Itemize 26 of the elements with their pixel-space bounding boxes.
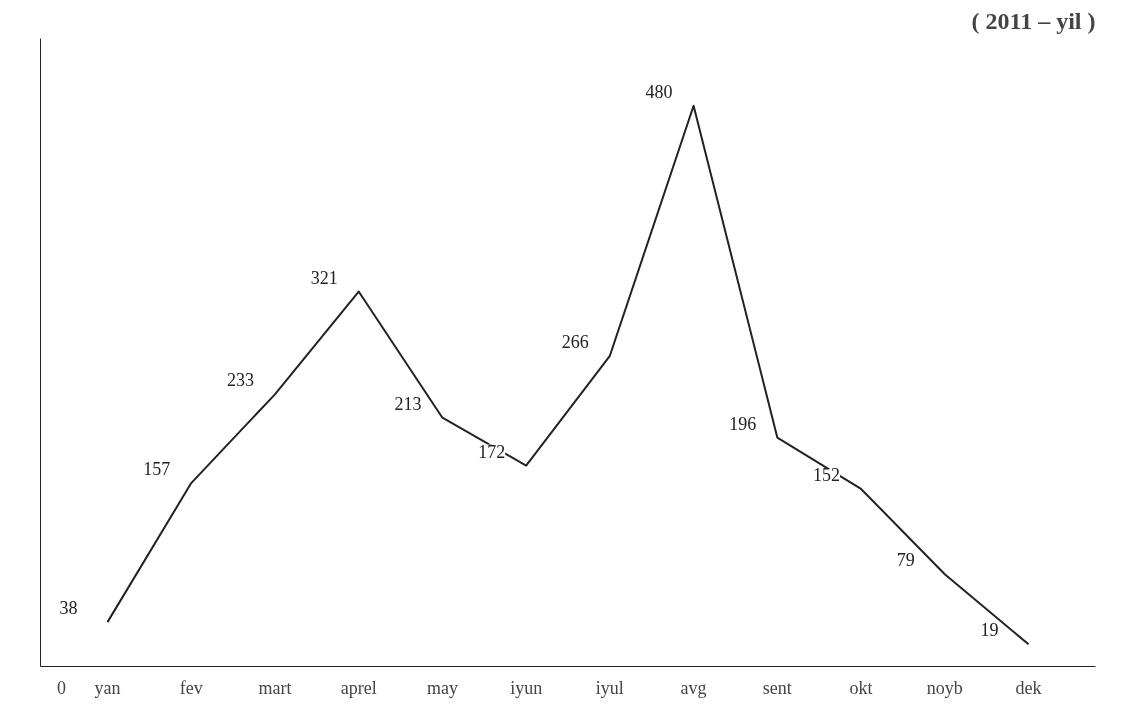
x-tick-label: iyun	[510, 677, 543, 698]
x-tick-label: noyb	[926, 677, 963, 698]
x-tick-label: aprel	[340, 677, 377, 698]
data-label: 152	[813, 464, 841, 485]
data-label: 213	[394, 393, 422, 414]
data-label: 196	[729, 413, 757, 434]
x-tick-label: okt	[849, 677, 873, 698]
x-tick-label: dek	[1015, 677, 1042, 698]
text: 0	[56, 677, 66, 698]
x-tick-label: may	[426, 677, 458, 698]
data-label: 233	[226, 370, 254, 391]
x-tick-label: fev	[179, 677, 203, 698]
x-tick-label: sent	[762, 677, 792, 698]
data-label: 79	[896, 550, 915, 571]
x-tick-label: iyul	[595, 677, 624, 698]
data-label: 321	[310, 267, 338, 288]
data-label: 19	[980, 620, 999, 641]
x-tick-label: yan	[94, 677, 121, 698]
x-tick-label: mart	[258, 677, 292, 698]
data-label: 38	[59, 598, 78, 619]
data-label: 480	[645, 81, 673, 102]
data-label: 266	[561, 331, 589, 352]
x-tick-label: avg	[680, 677, 707, 698]
data-label: 157	[143, 459, 171, 480]
data-label: 172	[478, 441, 506, 462]
chart-title: ( 2011 – yil )	[971, 7, 1096, 34]
